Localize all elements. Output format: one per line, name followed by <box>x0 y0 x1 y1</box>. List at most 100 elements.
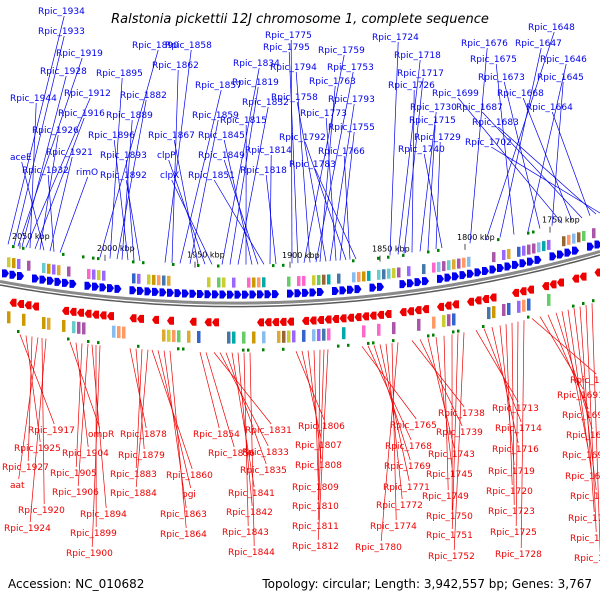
forward-gene-label[interactable]: Rpic_1718 <box>394 51 441 61</box>
forward-gene-label[interactable]: Rpic_1755 <box>328 123 375 133</box>
forward-gene-label[interactable]: Rpic_1912 <box>64 89 111 99</box>
forward-gene-label[interactable]: Rpic_1758 <box>271 93 318 103</box>
forward-gene-label[interactable]: Rpic_1882 <box>120 91 167 101</box>
reverse-gene-label[interactable]: Rpic_1750 <box>426 512 473 522</box>
reverse-gene-label[interactable]: Rpic_1879 <box>118 451 165 461</box>
forward-gene-label[interactable]: Rpic_1729 <box>414 133 461 143</box>
reverse-gene-label[interactable]: ompR <box>88 430 114 440</box>
reverse-gene-label[interactable]: Rpic_1899 <box>70 529 117 539</box>
reverse-gene-label[interactable]: Rpic_1693 <box>566 431 600 441</box>
reverse-gene-label[interactable]: Rpic_1704 <box>570 534 600 544</box>
reverse-gene-label[interactable]: Rpic_1692 <box>562 411 600 421</box>
forward-gene-label[interactable]: Rpic_1726 <box>388 81 435 91</box>
reverse-gene-label[interactable]: Rpic_1925 <box>14 444 61 454</box>
forward-gene-label[interactable]: Rpic_1928 <box>40 67 87 77</box>
reverse-gene-label[interactable]: Rpic_1842 <box>226 508 273 518</box>
forward-gene-label[interactable]: Rpic_1792 <box>279 133 326 143</box>
forward-gene-label[interactable]: Rpic_1687 <box>456 103 503 113</box>
reverse-gene-label[interactable]: Rpic_1884 <box>110 489 157 499</box>
forward-gene-label[interactable]: Rpic_1919 <box>56 49 103 59</box>
forward-gene-label[interactable]: Rpic_1889 <box>106 111 153 121</box>
forward-gene-label[interactable]: Rpic_1702 <box>465 138 512 148</box>
forward-gene-label[interactable]: Rpic_1834 <box>233 59 280 69</box>
reverse-gene-label[interactable]: Rpic_1707 <box>574 554 600 564</box>
reverse-gene-label[interactable]: Rpic_1917 <box>28 426 75 436</box>
reverse-gene-label[interactable]: Rpic_1927 <box>2 463 49 473</box>
reverse-gene-label[interactable]: Rpic_1906 <box>52 488 99 498</box>
reverse-gene-label[interactable]: Rpic_1716 <box>492 445 539 455</box>
reverse-gene-label[interactable]: pgi <box>182 490 196 500</box>
reverse-gene-label[interactable]: Rpic_1831 <box>245 426 292 436</box>
reverse-gene-label[interactable]: Rpic_1809 <box>292 483 339 493</box>
forward-gene-label[interactable]: Rpic_1673 <box>478 73 525 83</box>
forward-gene-label[interactable]: Rpic_1814 <box>245 146 292 156</box>
reverse-gene-label[interactable]: aat <box>10 481 25 491</box>
forward-gene-label[interactable]: Rpic_1858 <box>165 41 212 51</box>
forward-gene-label[interactable]: Rpic_1699 <box>432 89 479 99</box>
forward-gene-label[interactable]: Rpic_1815 <box>220 116 267 126</box>
reverse-gene-label[interactable]: Rpic_1703 <box>568 514 600 524</box>
forward-gene-label[interactable]: Rpic_1944 <box>10 94 57 104</box>
forward-gene-label[interactable]: Rpic_1715 <box>409 116 456 126</box>
reverse-gene-label[interactable]: Rpic_1924 <box>4 524 51 534</box>
forward-gene-label[interactable]: Rpic_1668 <box>497 89 544 99</box>
forward-gene-label[interactable]: Rpic_1819 <box>232 78 279 88</box>
forward-gene-label[interactable]: Rpic_1933 <box>38 27 85 37</box>
reverse-gene-label[interactable]: Rpic_1765 <box>390 421 437 431</box>
forward-gene-label[interactable]: Rpic_1867 <box>148 131 195 141</box>
reverse-gene-label[interactable]: Rpic_1806 <box>298 422 345 432</box>
forward-gene-label[interactable]: Rpic_1675 <box>470 55 517 65</box>
reverse-gene-label[interactable]: Rpic_1752 <box>428 552 475 562</box>
forward-gene-label[interactable]: clpP <box>157 151 176 161</box>
reverse-gene-label[interactable]: Rpic_1894 <box>80 510 127 520</box>
forward-gene-label[interactable]: Rpic_1926 <box>32 126 79 136</box>
forward-gene-label[interactable]: Rpic_1753 <box>327 63 374 73</box>
forward-gene-label[interactable]: Rpic_1717 <box>397 69 444 79</box>
reverse-gene-label[interactable]: Rpic_1719 <box>488 467 535 477</box>
reverse-gene-label[interactable]: Rpic_1696 <box>565 472 600 482</box>
reverse-gene-label[interactable]: Rpic_1854 <box>193 430 240 440</box>
reverse-gene-label[interactable]: Rpic_1725 <box>490 528 537 538</box>
forward-gene-label[interactable]: Rpic_1934 <box>38 7 85 17</box>
forward-gene-label[interactable]: Rpic_1645 <box>537 73 584 83</box>
reverse-gene-label[interactable]: Rpic_1810 <box>292 502 339 512</box>
forward-gene-label[interactable]: Rpic_1648 <box>528 23 575 33</box>
forward-gene-label[interactable]: Rpic_1893 <box>100 151 147 161</box>
forward-gene-label[interactable]: Rpic_1763 <box>309 77 356 87</box>
reverse-gene-label[interactable]: Rpic_1771 <box>383 483 430 493</box>
forward-gene-label[interactable]: Rpic_1932 <box>22 166 69 176</box>
reverse-gene-label[interactable]: Rpic_1768 <box>385 442 432 452</box>
reverse-gene-label[interactable]: Rpic_1723 <box>488 507 535 517</box>
reverse-gene-label[interactable]: Rpic_1841 <box>228 489 275 499</box>
reverse-gene-label[interactable]: Rpic_1691 <box>557 391 600 401</box>
reverse-gene-label[interactable]: Rpic_1807 <box>295 441 342 451</box>
reverse-gene-label[interactable]: Rpic_1843 <box>222 528 269 538</box>
forward-gene-label[interactable]: Rpic_1795 <box>263 43 310 53</box>
forward-gene-label[interactable]: Rpic_1646 <box>540 55 587 65</box>
reverse-gene-label[interactable]: Rpic_1751 <box>426 531 473 541</box>
forward-gene-label[interactable]: Rpic_1859 <box>192 111 239 121</box>
reverse-gene-label[interactable]: Rpic_1811 <box>292 522 339 532</box>
forward-gene-label[interactable]: Rpic_1895 <box>96 69 143 79</box>
reverse-gene-label[interactable]: Rpic_1780 <box>355 543 402 553</box>
forward-gene-label[interactable]: Rpic_1862 <box>152 61 199 71</box>
reverse-gene-label[interactable]: Rpic_1685 <box>570 376 600 386</box>
forward-gene-label[interactable]: Rpic_1896 <box>88 131 135 141</box>
reverse-gene-label[interactable]: Rpic_1863 <box>160 510 207 520</box>
forward-gene-label[interactable]: Rpic_1794 <box>270 63 317 73</box>
forward-gene-label[interactable]: Rpic_1832 <box>242 98 289 108</box>
reverse-gene-label[interactable]: Rpic_1856 <box>208 449 255 459</box>
reverse-gene-label[interactable]: Rpic_1808 <box>295 461 342 471</box>
reverse-gene-label[interactable]: Rpic_1769 <box>384 462 431 472</box>
forward-gene-label[interactable]: Rpic_1783 <box>289 160 336 170</box>
reverse-gene-label[interactable]: Rpic_1738 <box>438 409 485 419</box>
forward-gene-label[interactable]: Rpic_1724 <box>372 33 419 43</box>
forward-gene-label[interactable]: Rpic_1664 <box>526 103 573 113</box>
forward-gene-label[interactable]: rimO <box>76 168 98 178</box>
reverse-gene-label[interactable]: Rpic_1749 <box>422 492 469 502</box>
forward-gene-label[interactable]: Rpic_1773 <box>300 109 347 119</box>
reverse-gene-label[interactable]: Rpic_1864 <box>160 530 207 540</box>
forward-gene-label[interactable]: Rpic_1849 <box>198 151 245 161</box>
reverse-gene-label[interactable]: Rpic_1920 <box>18 506 65 516</box>
reverse-gene-label[interactable]: Rpic_1700 <box>570 492 600 502</box>
